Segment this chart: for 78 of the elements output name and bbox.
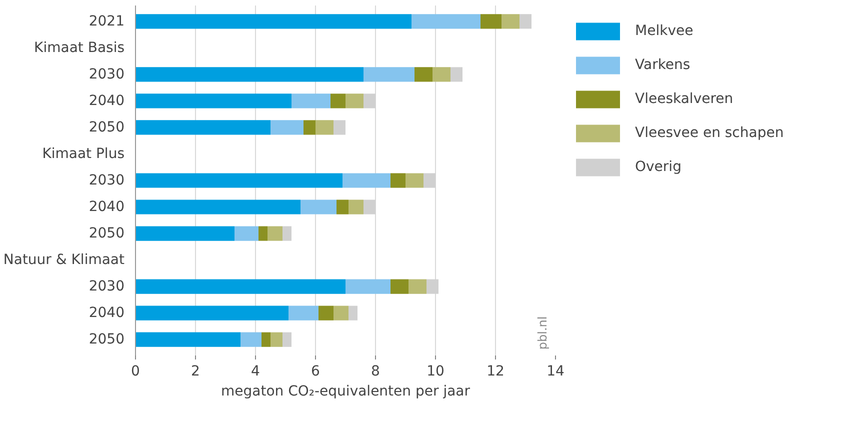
bar <box>412 14 480 29</box>
bar <box>334 306 348 320</box>
bar <box>292 94 330 108</box>
bar <box>334 120 346 135</box>
x-tick-label: 14 <box>546 364 564 380</box>
legend-label: Vleeskalveren <box>635 91 734 107</box>
bar <box>270 120 304 135</box>
bar <box>426 279 438 294</box>
bar <box>502 14 520 29</box>
legend-label: Vleesvee en schapen <box>635 125 784 141</box>
x-axis-title: megaton CO₂-equivalenten per jaar <box>221 384 470 400</box>
bar <box>316 120 334 135</box>
x-tick-label: 8 <box>371 364 380 380</box>
bar <box>364 94 376 108</box>
x-tick-label: 12 <box>486 364 504 380</box>
bar <box>136 94 292 108</box>
bar <box>364 67 414 82</box>
y-tick-label: Natuur & Klimaat <box>3 252 126 268</box>
legend-label: Varkens <box>635 57 690 73</box>
x-tick-label: 2 <box>191 364 200 380</box>
bar <box>318 306 334 320</box>
y-tick-label: Kimaat Plus <box>42 146 125 162</box>
bar <box>282 226 292 241</box>
bar <box>346 94 364 108</box>
bar <box>348 306 358 320</box>
x-tick-label: 4 <box>251 364 260 380</box>
bar <box>342 173 390 188</box>
y-tick-label: 2030 <box>88 278 125 295</box>
bar <box>336 200 348 214</box>
bar <box>450 67 462 82</box>
annotation: pbl.nl <box>536 316 550 350</box>
y-tick-label: 2050 <box>88 332 125 348</box>
bar <box>136 332 240 347</box>
bar <box>136 173 342 188</box>
bar <box>136 306 288 320</box>
bar <box>480 14 502 29</box>
bar <box>346 279 390 294</box>
bar <box>406 173 424 188</box>
bar <box>300 200 336 214</box>
bar <box>136 67 364 82</box>
bar <box>348 200 364 214</box>
y-tick-label: 2050 <box>88 119 125 136</box>
bar <box>270 332 282 347</box>
bar <box>390 279 408 294</box>
y-tick-label: 2021 <box>88 13 125 30</box>
bar <box>414 67 432 82</box>
bar <box>136 14 412 29</box>
y-tick-label: 2040 <box>88 199 125 216</box>
bar <box>258 226 268 241</box>
y-tick-label: 2050 <box>88 226 125 242</box>
bar <box>234 226 258 241</box>
bar <box>136 279 346 294</box>
bar <box>288 306 318 320</box>
bar <box>136 120 270 135</box>
bar <box>330 94 346 108</box>
bar <box>432 67 450 82</box>
bar <box>240 332 262 347</box>
y-tick-label: 2030 <box>88 66 125 82</box>
bar <box>408 279 426 294</box>
y-tick-label: Kimaat Basis <box>34 40 124 56</box>
bar <box>282 332 292 347</box>
bar <box>136 200 300 214</box>
x-tick-label: 0 <box>131 364 140 380</box>
x-tick-label: 10 <box>426 364 444 380</box>
bar <box>304 120 316 135</box>
bar <box>390 173 406 188</box>
bar <box>262 332 270 347</box>
y-tick-label: 2040 <box>88 92 125 109</box>
bar <box>424 173 436 188</box>
bar <box>136 226 234 241</box>
bar <box>520 14 532 29</box>
y-tick-label: 2040 <box>88 305 125 322</box>
bar <box>364 200 376 214</box>
legend-label: Melkvee <box>635 23 694 39</box>
legend-label: Overig <box>635 159 682 175</box>
x-tick-label: 6 <box>311 364 320 380</box>
y-tick-label: 2030 <box>88 172 125 188</box>
bar <box>268 226 282 241</box>
